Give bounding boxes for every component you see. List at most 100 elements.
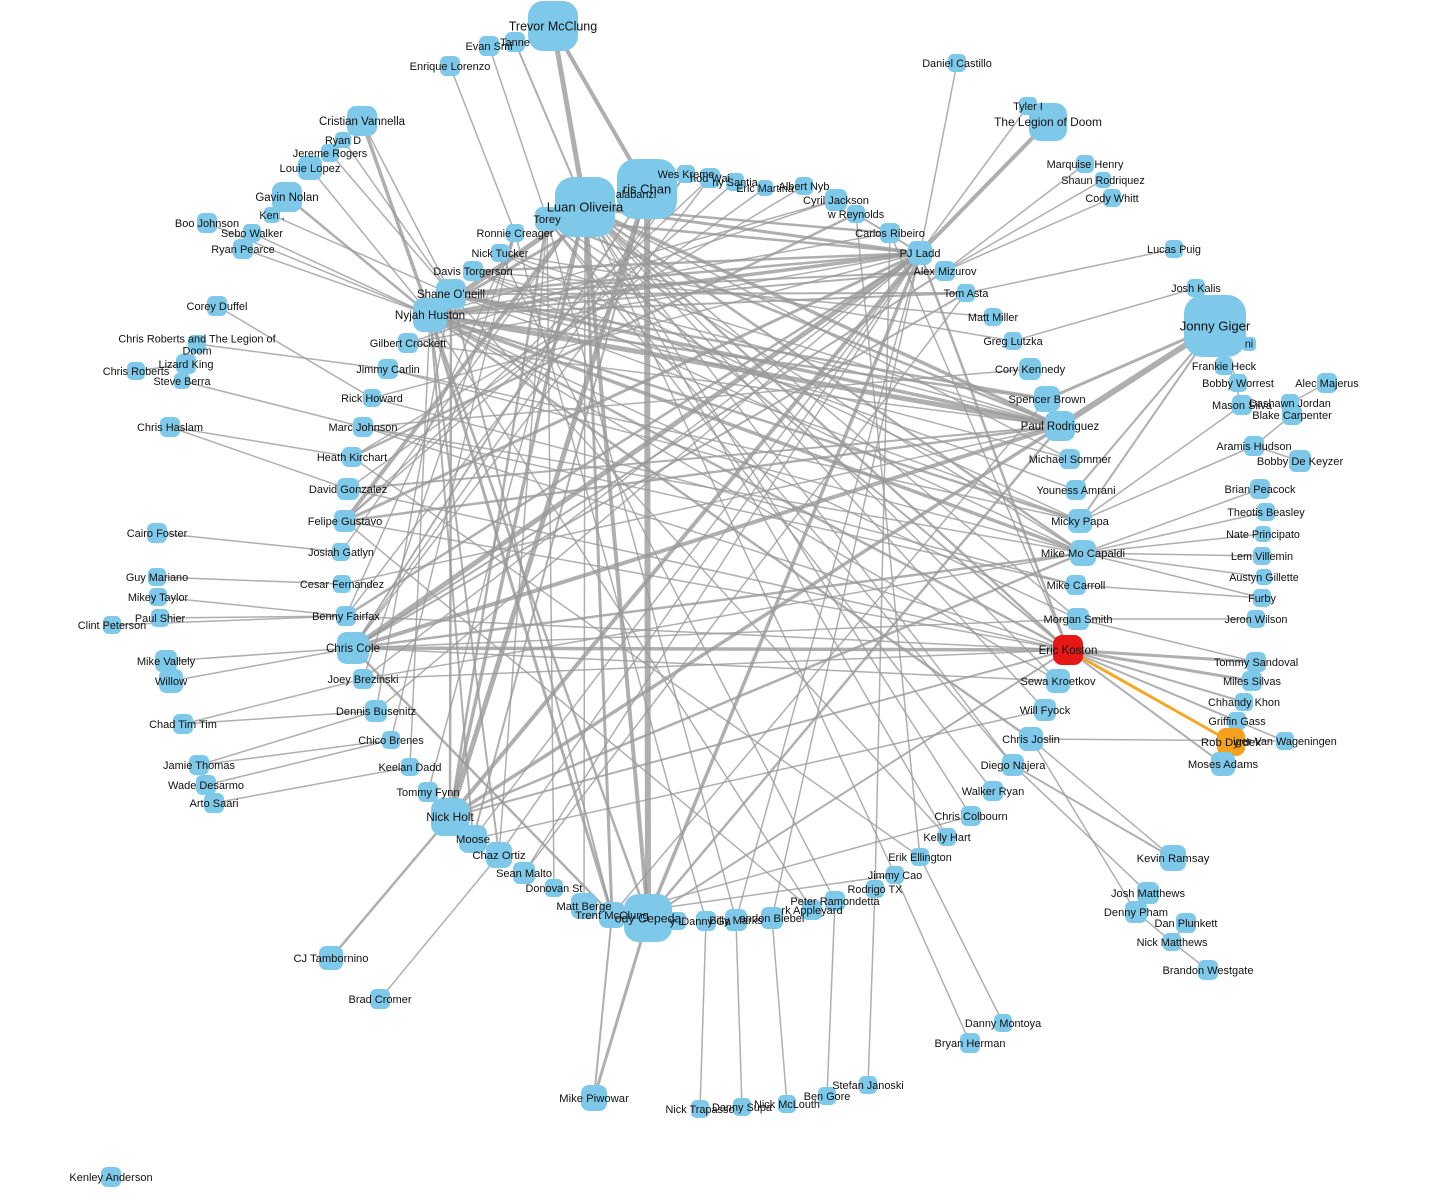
node-chris-colbourn[interactable] [961,806,981,826]
node-chad-tim-tim[interactable] [173,714,193,734]
node-rick-howard[interactable] [363,389,381,407]
node-peter-ramondetta[interactable] [825,891,845,911]
node-legion-of-doom[interactable] [1029,103,1067,141]
node-arto-saari[interactable] [204,793,224,813]
node-cj-tambornino[interactable] [319,946,343,970]
node-miles-silvas[interactable] [1242,671,1262,691]
node-lem-villemin[interactable] [1253,547,1271,565]
node-will-fyock[interactable] [1034,699,1056,721]
node-nick-holt[interactable] [431,798,469,836]
node-david-gonzalez[interactable] [337,478,359,500]
node-marquise-henry[interactable] [1076,155,1094,173]
node-nick-trapasso[interactable] [691,1100,709,1118]
node-josh-matthews[interactable] [1137,882,1159,904]
node-daniel-castillo[interactable] [948,54,966,72]
node-willow[interactable] [159,669,183,693]
node-bryan-herman[interactable] [960,1033,980,1053]
node-davis-torgerson[interactable] [463,261,483,281]
node-moses-adams[interactable] [1211,752,1235,776]
node-trevor-mcclung[interactable] [528,1,578,51]
node-joey-brezinski[interactable] [353,669,373,689]
node-clint-peterson[interactable] [103,616,121,634]
node-chris-haslam[interactable] [160,417,180,437]
node-michael-sommer[interactable] [1060,449,1080,469]
node-jimmy-carlin[interactable] [378,359,398,379]
node-carlos-ribeiro[interactable] [880,223,900,243]
node-alec-majerus[interactable] [1317,373,1337,393]
node-mason-silva[interactable] [1232,395,1252,415]
node-nyjah-huston[interactable] [413,298,447,332]
node-kenley-anderson[interactable] [101,1167,121,1187]
node-cory-kennedy[interactable] [1019,358,1041,380]
node-josiah-gatlyn[interactable] [332,543,350,561]
node-nick-matthews[interactable] [1163,933,1181,951]
node-keelan-dadd[interactable] [401,758,419,776]
node-marc-johnson[interactable] [353,417,373,437]
node-austyn-gillette[interactable] [1256,569,1272,585]
node-morgan-smith[interactable] [1067,608,1089,630]
node-griffin-gass[interactable] [1228,712,1246,730]
node-josh-kalis[interactable] [1187,279,1205,297]
node-micky-papa[interactable] [1068,509,1092,533]
node-cristian-vannella[interactable] [347,106,377,136]
node-paul-rodriguez[interactable] [1045,411,1075,441]
node-chris-roberts[interactable] [127,362,145,380]
node-sebo-walker[interactable] [243,224,261,242]
node-enrique-lorenzo[interactable] [440,56,460,76]
node-mike-piwowar[interactable] [581,1085,607,1111]
node-mike-vallely[interactable] [155,650,177,672]
node-lucas-puig[interactable] [1165,240,1183,258]
node-y-l[interactable] [668,912,686,930]
node-van-wageningen[interactable] [1276,732,1294,750]
node-stefan-janoski[interactable] [859,1076,877,1094]
node-chris-chan[interactable] [617,159,677,219]
node-mike-mo-capaldi[interactable] [1070,540,1096,566]
node-matt-miller[interactable] [984,308,1002,326]
node-nick-mclouth[interactable] [778,1095,796,1113]
node-felipe-gustavo[interactable] [334,510,356,532]
node-jeron-wilson[interactable] [1247,610,1265,628]
node-jereme-rogers[interactable] [321,144,339,162]
node-diego-najera[interactable] [1002,754,1024,776]
node-wes-kremer[interactable] [677,165,695,183]
node-sean-malto[interactable] [513,862,535,884]
node-jamie-thomas[interactable] [189,755,209,775]
node-wade-desarmo[interactable] [196,775,216,795]
node-martina[interactable] [757,180,773,196]
node-paul-shier[interactable] [151,609,169,627]
node-danny-montoya[interactable] [994,1014,1012,1032]
node-trent-mcclung[interactable] [599,902,625,928]
node-bobby-de-keyzer[interactable] [1289,450,1311,472]
node-nate-principato[interactable] [1255,526,1271,542]
node-denny-pham[interactable] [1125,901,1147,923]
node-dennis-busenitz[interactable] [365,700,387,722]
node-chris-joslin[interactable] [1019,727,1043,751]
node-danny-supa[interactable] [733,1098,751,1116]
node-ishod-wair[interactable] [700,168,720,188]
node-cyril-jackson[interactable] [825,189,847,211]
node-ronnie-creager[interactable] [506,224,524,242]
node-shaun-rodriquez[interactable] [1095,172,1111,188]
node-chris-roberts-lod[interactable] [188,335,206,353]
node-jonny-giger[interactable] [1184,295,1246,357]
node-ny-santia[interactable] [726,173,744,191]
node-sewa-kroetkov[interactable] [1046,669,1070,693]
node-blake-carpenter[interactable] [1282,405,1302,425]
node-corey-duffel[interactable] [207,296,227,316]
node-gilbert-crockett[interactable] [398,333,418,353]
node-gavin-nolan[interactable] [272,182,302,212]
node-ken[interactable] [264,207,280,223]
node-brandon-biebel[interactable] [761,907,783,929]
node-andrew-reynolds[interactable] [847,205,865,223]
node-billy-marks[interactable] [725,909,747,931]
node-erik-ellington[interactable] [911,848,929,866]
node-youness-amrani[interactable] [1066,480,1086,500]
node-chaz-ortiz[interactable] [486,842,512,868]
node-tanne[interactable] [505,32,525,52]
node-louie-lopez[interactable] [298,156,322,180]
node-alex-mizurov[interactable] [935,261,955,281]
node-kelly-hart[interactable] [938,828,956,846]
node-kevin-ramsay[interactable] [1160,845,1186,871]
